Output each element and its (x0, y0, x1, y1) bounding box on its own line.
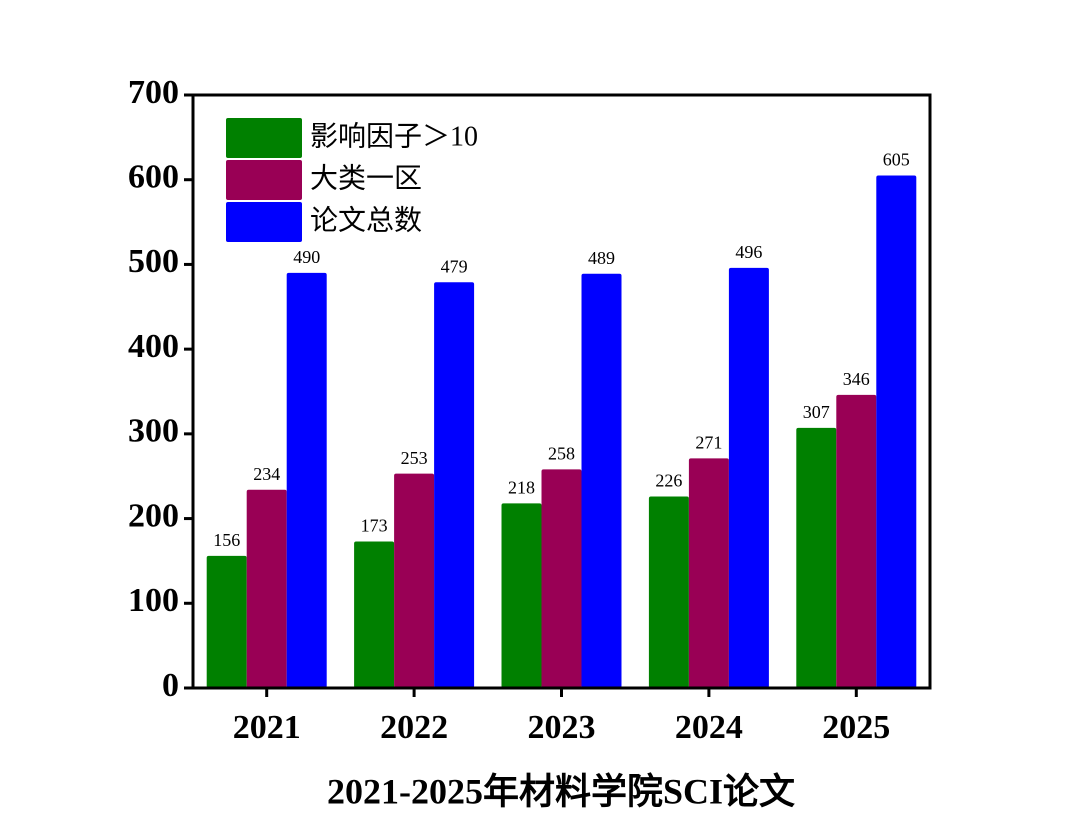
bar (648, 496, 689, 688)
bar (728, 267, 769, 688)
y-tick-label: 600 (128, 159, 179, 196)
value-label: 490 (293, 247, 320, 267)
value-label: 307 (803, 402, 830, 422)
value-label: 605 (883, 150, 910, 170)
y-tick-label: 100 (128, 582, 179, 619)
bar (246, 489, 287, 688)
x-tick-label: 2021 (233, 709, 301, 746)
bar (286, 272, 327, 688)
bar (541, 469, 582, 688)
value-label: 226 (655, 471, 682, 491)
bar (354, 541, 395, 688)
value-label: 479 (441, 256, 468, 276)
plot-frame (191, 93, 932, 690)
legend-label: 影响因子＞10 (310, 120, 478, 152)
value-label: 346 (843, 369, 870, 389)
legend-swatch (226, 118, 302, 158)
value-label: 258 (548, 444, 575, 464)
y-tick-label: 200 (128, 497, 179, 534)
bar (688, 458, 729, 688)
legend-label: 论文总数 (310, 204, 422, 236)
x-tick-label: 2025 (822, 709, 890, 746)
bar (796, 427, 837, 688)
y-tick-label: 300 (128, 413, 179, 450)
bar (836, 394, 877, 688)
value-label: 496 (735, 242, 762, 262)
bar (501, 503, 542, 688)
y-tick-label: 400 (128, 328, 179, 365)
value-label: 489 (588, 248, 615, 268)
value-label: 253 (401, 448, 428, 468)
bar (206, 555, 247, 688)
x-tick-label: 2024 (675, 709, 743, 746)
y-tick-label: 700 (128, 74, 179, 111)
bar (394, 473, 435, 688)
chart-title: 2021-2025年材料学院SCI论文 (327, 770, 795, 811)
y-tick-label: 500 (128, 243, 179, 280)
bar (581, 273, 622, 688)
legend-swatch (226, 202, 302, 242)
x-tick-label: 2023 (528, 709, 596, 746)
value-label: 271 (695, 433, 722, 453)
legend-swatch (226, 160, 302, 200)
bar (876, 175, 917, 688)
value-label: 234 (253, 464, 280, 484)
x-tick-label: 2022 (380, 709, 448, 746)
value-label: 173 (361, 516, 388, 536)
legend-label: 大类一区 (310, 162, 422, 194)
y-tick-label: 0 (162, 667, 179, 704)
value-label: 156 (213, 530, 240, 550)
bar (434, 282, 475, 688)
value-label: 218 (508, 477, 535, 497)
